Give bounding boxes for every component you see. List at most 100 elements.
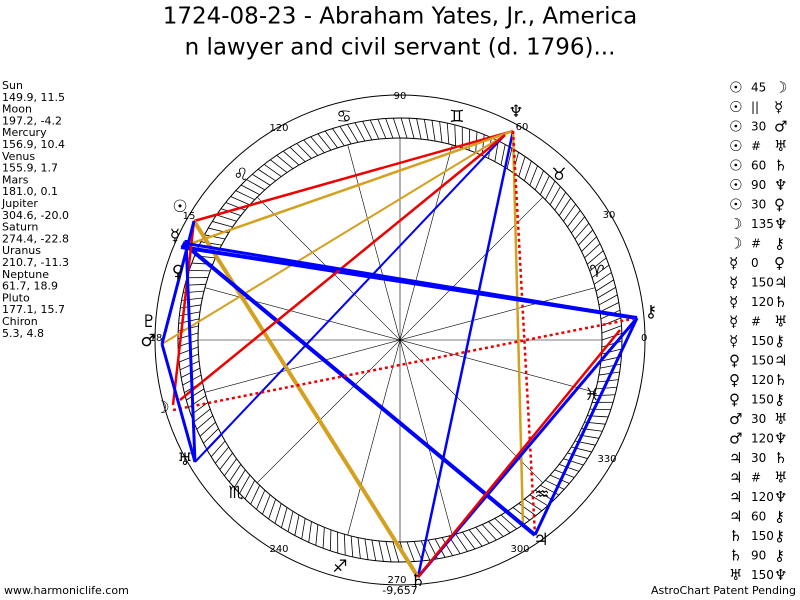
aspect-planet: ♄: [774, 371, 787, 389]
aspect-line: [192, 219, 420, 579]
hatch-tick: [439, 121, 443, 143]
planet-glyph: ⚷: [645, 302, 657, 322]
aspect-planet: ♃: [729, 488, 742, 506]
aspect-type: 150: [751, 529, 774, 543]
hatch-tick: [587, 250, 604, 265]
hatch-tick: [301, 518, 306, 540]
hatch-tick: [567, 452, 588, 459]
aspect-type: 90: [751, 178, 766, 192]
hatch-tick: [392, 117, 401, 139]
ring-circle: [177, 117, 623, 563]
hatch-tick: [240, 184, 260, 196]
aspect-planet: ⚷: [774, 508, 785, 526]
planet-glyphs: ☉ ☽ ☿ ♀ ♂ ♃ ♄ ♅ ♆ ♇ ⚷: [140, 102, 657, 591]
planet-name: Mars: [2, 173, 29, 186]
aspect-planet: ⚷: [774, 332, 785, 350]
degree-label: 60: [516, 122, 529, 133]
degree-label: 18: [150, 333, 163, 344]
aspect-planet: ♅: [774, 313, 787, 331]
footer-link[interactable]: www.harmoniclife.com: [4, 584, 129, 597]
hatch-tick: [406, 541, 415, 562]
aspect-line: [161, 134, 506, 345]
hatch-tick: [446, 123, 450, 145]
planet-name: Pluto: [2, 291, 30, 304]
aspect-type: 150: [751, 568, 774, 582]
aspect-planet: ☉: [729, 196, 742, 214]
degree-label: 300: [510, 544, 529, 555]
hatch-tick: [567, 210, 581, 228]
aspect-type: 120: [751, 295, 774, 309]
hatch: [177, 117, 623, 563]
aspect-planet: ♄: [729, 527, 742, 545]
aspect-type: #: [751, 471, 761, 485]
hatch-tick: [494, 140, 499, 162]
hatch-tick: [584, 243, 601, 259]
hatch-tick: [400, 117, 408, 139]
hatch-tick: [385, 118, 394, 139]
hatch-tick: [332, 128, 345, 147]
hatch-tick: [554, 192, 567, 211]
hatch-tick: [294, 514, 300, 536]
planet-name: Mercury: [2, 126, 47, 139]
hatch-tick: [563, 458, 584, 466]
hatch-tick: [500, 144, 506, 166]
hatch-tick: [594, 394, 616, 397]
hatch-tick: [257, 168, 276, 182]
hatch-tick: [371, 539, 377, 561]
hatch-tick: [599, 363, 621, 369]
aspect-lines: [160, 129, 639, 579]
hatch-tick: [534, 170, 544, 191]
hatch-tick: [354, 122, 366, 142]
hatch-tick: [244, 480, 256, 500]
aspect-planet: ♃: [774, 274, 787, 292]
aspect-planet: ♅: [774, 410, 787, 428]
aspect-planet: ♄: [729, 547, 742, 565]
aspect-planet: ♀: [729, 371, 740, 389]
aspect-planet: ☉: [729, 79, 742, 97]
hatch-tick: [378, 540, 384, 562]
hatch-tick: [581, 236, 597, 252]
hatch-tick: [270, 159, 288, 173]
planet-coords: 149.9, 11.5: [2, 91, 65, 104]
aspect-planet: ☉: [729, 98, 742, 116]
hatch-tick: [558, 197, 572, 216]
hatch-tick: [570, 216, 585, 234]
aspect-planet: ♃: [774, 352, 787, 370]
hatch-tick: [369, 119, 380, 140]
planet-coords: 304.6, -20.0: [2, 209, 69, 222]
hatch-tick: [283, 150, 300, 166]
hatch-tick: [488, 521, 504, 537]
hatch-tick: [219, 452, 233, 470]
aspect-type: 45: [751, 81, 766, 95]
title: 1724-08-23 - Abraham Yates, Jr., America: [163, 4, 638, 30]
aspect-type: 30: [751, 120, 766, 134]
aspect-line: [160, 220, 196, 345]
hatch-tick: [559, 463, 580, 472]
aspect-type: 60: [751, 510, 766, 524]
hatch-tick: [220, 208, 241, 217]
hatch-tick: [310, 136, 325, 153]
hatch-tick: [276, 155, 294, 170]
sign: ♉: [551, 165, 566, 185]
hatch-tick: [601, 325, 622, 334]
aspect-line: [160, 343, 197, 463]
hatch-tick: [574, 223, 590, 240]
hatch-tick: [224, 458, 237, 477]
hatch-tick: [196, 415, 213, 430]
aspect-planet: ☽: [729, 215, 742, 233]
aspect-planet: ☉: [729, 157, 742, 175]
hatch-tick: [591, 264, 610, 278]
hatch-tick: [408, 118, 415, 139]
hatch-tick: [193, 408, 211, 423]
aspect-line: [180, 129, 514, 249]
planet-name: Moon: [2, 103, 32, 116]
hatch-tick: [268, 499, 277, 520]
aspect-line: [171, 220, 196, 406]
hatch-tick: [534, 489, 554, 501]
hatch-tick: [239, 474, 251, 494]
aspect-planet: ☿: [729, 274, 738, 292]
hatch-tick: [563, 203, 576, 222]
aspect-planet: ♄: [774, 293, 787, 311]
degree-label: 270: [387, 575, 406, 586]
